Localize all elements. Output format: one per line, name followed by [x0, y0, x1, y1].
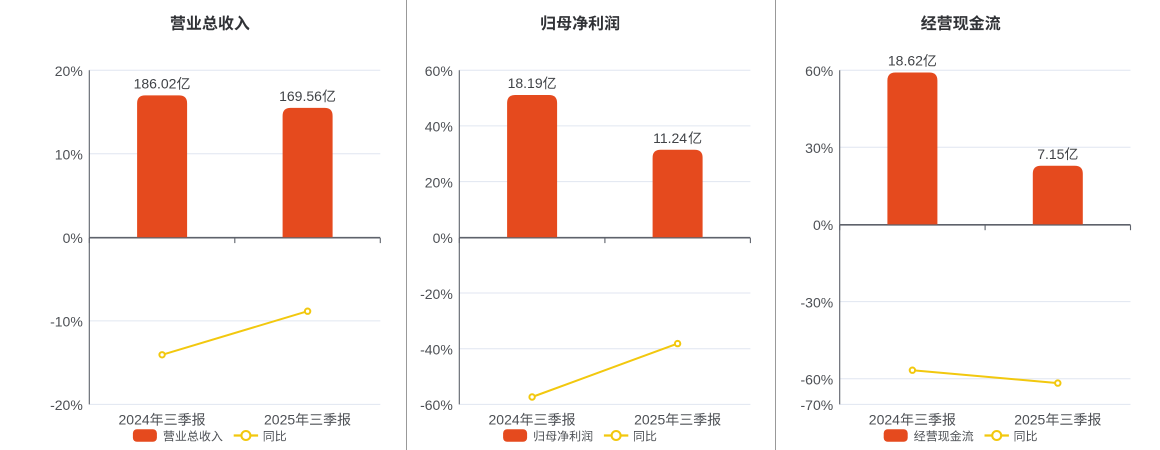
svg-text:-10%: -10%: [50, 314, 83, 330]
svg-text:2025: 2025: [634, 412, 665, 428]
svg-text:20%: 20%: [55, 63, 83, 79]
svg-text:18.62: 18.62: [888, 53, 923, 69]
svg-text:60%: 60%: [805, 63, 833, 79]
svg-text:11.24: 11.24: [653, 130, 687, 146]
svg-text:169.56: 169.56: [279, 88, 322, 104]
svg-text:2025: 2025: [264, 412, 295, 428]
svg-text:2024: 2024: [119, 412, 150, 428]
svg-text:-30%: -30%: [801, 294, 834, 310]
svg-text:0%: 0%: [63, 230, 83, 246]
svg-text:10%: 10%: [55, 147, 83, 163]
svg-text:0%: 0%: [813, 217, 833, 233]
svg-text:20%: 20%: [425, 174, 453, 190]
svg-text:18.19: 18.19: [508, 75, 543, 91]
svg-text:186.02: 186.02: [134, 76, 177, 92]
svg-text:-60%: -60%: [801, 372, 834, 388]
svg-text:-40%: -40%: [420, 342, 453, 358]
svg-text:-20%: -20%: [420, 286, 453, 302]
svg-text:2024: 2024: [489, 412, 520, 428]
svg-text:-70%: -70%: [801, 397, 834, 413]
svg-text:60%: 60%: [425, 63, 453, 79]
svg-text:2024: 2024: [869, 412, 900, 428]
svg-text:7.15: 7.15: [1037, 146, 1064, 162]
svg-text:2025: 2025: [1014, 412, 1045, 428]
svg-text:40%: 40%: [425, 119, 453, 135]
svg-text:-20%: -20%: [50, 397, 83, 413]
svg-text:-60%: -60%: [420, 397, 453, 413]
svg-text:30%: 30%: [805, 140, 833, 156]
svg-text:0%: 0%: [433, 230, 453, 246]
